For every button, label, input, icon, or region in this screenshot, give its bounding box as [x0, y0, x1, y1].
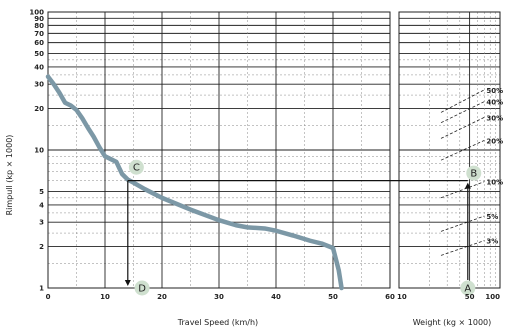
- left-x-axis-title: Travel Speed (km/h): [177, 318, 258, 327]
- marker-label: D: [138, 284, 146, 295]
- marker-circle: [466, 165, 482, 181]
- right-x-axis-title: Weight (kg × 1000): [413, 318, 492, 327]
- down-arrow-icon: [124, 280, 131, 286]
- annotations: A B C D: [124, 159, 482, 296]
- x-tick-label: 50: [328, 293, 338, 301]
- y-axis-title: Rimpull (kp × 1000): [5, 135, 14, 216]
- y-tick-label: 20: [34, 105, 44, 113]
- grade-label: 10%: [486, 179, 503, 187]
- y-tick-label: 30: [34, 81, 44, 89]
- x-tick-label: 40: [271, 293, 281, 301]
- y-tick-label: 50: [34, 50, 44, 58]
- y-tick-label: 4: [39, 201, 44, 209]
- x-tick-label: 10: [100, 293, 110, 301]
- grade-line: [440, 139, 485, 161]
- marker-circle: [128, 159, 144, 175]
- x-tick-label: 20: [157, 293, 167, 301]
- y-tick-label: 100: [29, 9, 44, 17]
- grade-label: 40%: [486, 99, 503, 107]
- marker-circle: [134, 280, 150, 296]
- grade-label: 20%: [486, 137, 503, 145]
- rimpull-curve: [45, 74, 344, 291]
- grade-line: [440, 215, 485, 232]
- marker-label: A: [464, 284, 471, 295]
- x-tick-label: 10: [397, 293, 407, 301]
- x-tick-label: 0: [46, 293, 51, 301]
- right-panel-grid: [398, 11, 501, 289]
- marker-label: B: [470, 169, 477, 180]
- y-tick-label: 10: [34, 147, 44, 155]
- grade-lines: 3% 5% 10% 20% 30% 40% 50%: [440, 87, 503, 256]
- marker-label: C: [133, 163, 140, 174]
- grade-label: 30%: [486, 114, 503, 122]
- y-tick-label: 5: [39, 188, 44, 196]
- grade-label: 3%: [486, 238, 498, 246]
- grade-line: [440, 240, 485, 256]
- grade-label: 5%: [486, 213, 498, 221]
- y-tick-label: 60: [34, 39, 44, 47]
- grade-label: 50%: [486, 87, 503, 95]
- grade-line: [440, 116, 485, 139]
- x-tick-label: 100: [485, 293, 500, 301]
- y-tick-label: 40: [34, 63, 44, 71]
- grade-line: [440, 101, 485, 124]
- left-panel-grid: [47, 11, 391, 289]
- y-tick-label: 3: [39, 219, 44, 227]
- y-tick-label: 80: [34, 22, 44, 30]
- marker-circle: [460, 280, 476, 296]
- grade-line: [440, 89, 485, 113]
- right-panel-frame: [398, 11, 501, 289]
- up-arrow-icon: [464, 182, 471, 189]
- x-tick-label: 60: [385, 293, 395, 301]
- left-panel-frame: [47, 11, 391, 289]
- rimpull-series-line: [45, 74, 344, 291]
- x-tick-label: 30: [214, 293, 224, 301]
- y-tick-label: 90: [34, 15, 44, 23]
- y-tick-label: 2: [39, 243, 44, 251]
- y-tick-label: 1: [39, 285, 44, 293]
- y-tick-label: 70: [34, 30, 44, 38]
- grade-line: [440, 181, 485, 199]
- x-tick-label: 50: [465, 293, 475, 301]
